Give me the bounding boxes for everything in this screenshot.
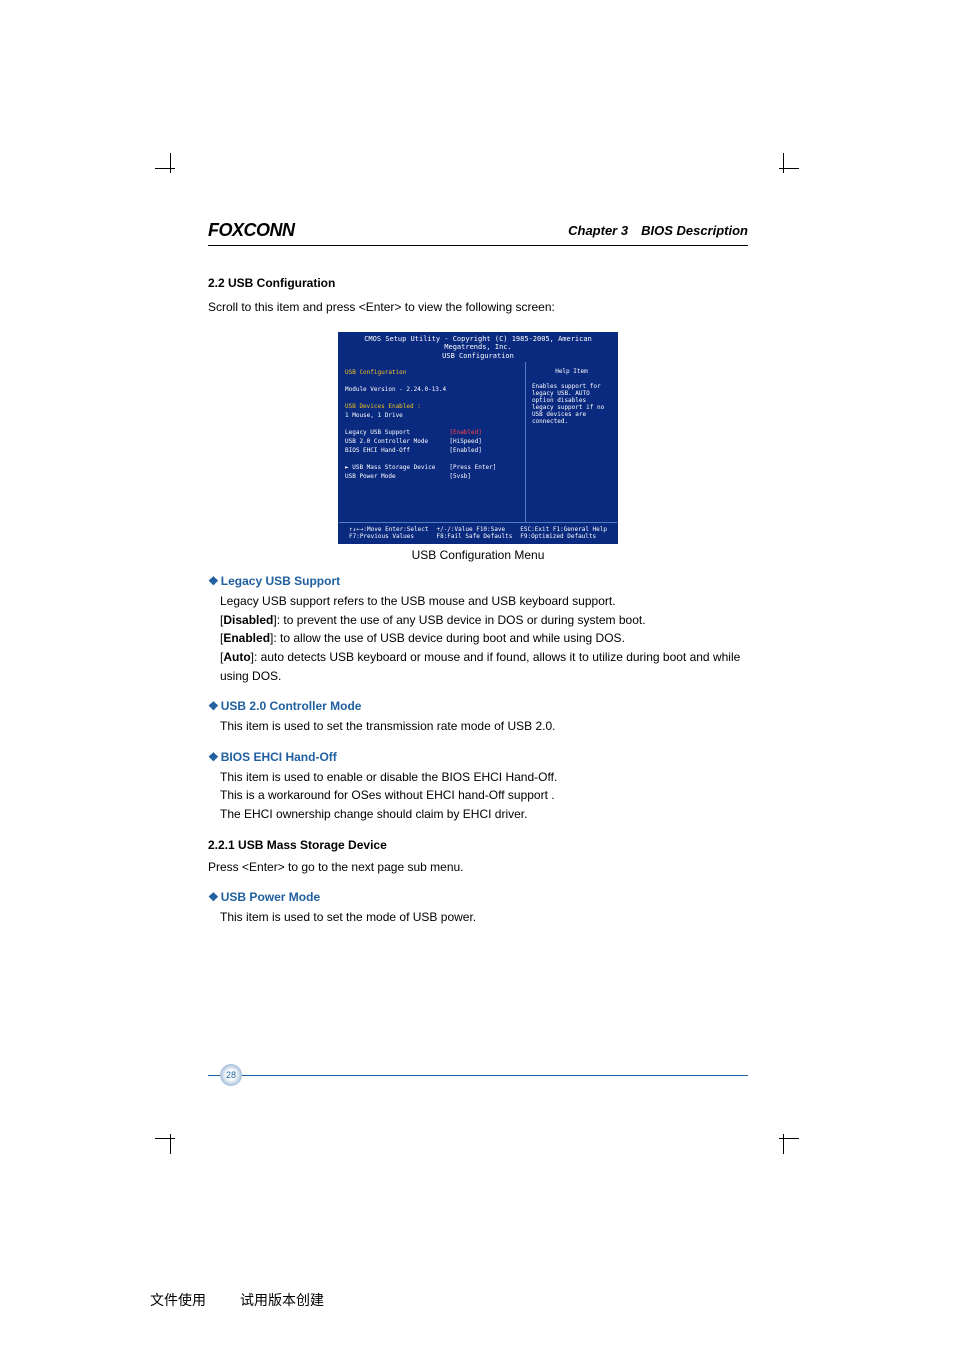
bullet-power: ❖USB Power Mode This item is used to set…	[208, 890, 748, 927]
bios-key: F1:General Help	[553, 526, 607, 533]
footer-rule	[208, 1075, 748, 1076]
bullet-title: ❖USB Power Mode	[208, 890, 748, 904]
bios-value: [Enabled]	[449, 428, 519, 437]
bios-devices-value: 1 Mouse, 1 Drive	[345, 411, 519, 420]
bios-key: Enter:Select	[385, 526, 428, 533]
chapter-title: Chapter 3 BIOS Description	[568, 223, 748, 238]
bios-module-version: Module Version - 2.24.0-13.4	[345, 385, 519, 394]
footer-left: 文件使用	[150, 1290, 206, 1310]
bios-label: BIOS EHCI Hand-Off	[345, 446, 449, 455]
bios-key: +/-/:Value	[436, 526, 472, 533]
crop-mark	[769, 153, 799, 183]
bios-label: ► USB Mass Storage Device	[345, 463, 449, 472]
bullet-legacy: ❖Legacy USB Support Legacy USB support r…	[208, 574, 748, 685]
text: This item is used to enable or disable t…	[220, 770, 557, 784]
bios-help-text: Enables support for legacy USB. AUTO opt…	[532, 383, 611, 425]
bios-row: ► USB Mass Storage Device [Press Enter]	[345, 463, 519, 472]
bullet-title-text: Legacy USB Support	[221, 574, 340, 588]
bullet-title-text: BIOS EHCI Hand-Off	[221, 750, 337, 764]
section-intro: Scroll to this item and press <Enter> to…	[208, 298, 748, 316]
bullet-body: This item is used to enable or disable t…	[220, 768, 748, 824]
bullet-title: ❖BIOS EHCI Hand-Off	[208, 750, 748, 764]
text: ]: auto detects USB keyboard or mouse an…	[220, 650, 740, 683]
text: ]: to allow the use of USB device during…	[270, 631, 625, 645]
bios-help-panel: Help Item Enables support for legacy USB…	[526, 362, 617, 522]
diamond-icon: ❖	[208, 699, 219, 713]
bios-caption: USB Configuration Menu	[208, 548, 748, 562]
section-title: 2.2 USB Configuration	[208, 276, 748, 290]
crop-mark	[155, 1124, 185, 1154]
diamond-icon: ❖	[208, 574, 219, 588]
bios-body: USB Configuration Module Version - 2.24.…	[339, 362, 617, 522]
diamond-icon: ❖	[208, 750, 219, 764]
bios-row: BIOS EHCI Hand-Off [Enabled]	[345, 446, 519, 455]
sub-section-title: 2.2.1 USB Mass Storage Device	[208, 838, 748, 852]
bullet-mass-storage: 2.2.1 USB Mass Storage Device Press <Ent…	[208, 838, 748, 876]
bullet-body: This item is used to set the transmissio…	[220, 717, 748, 736]
footer-right: 试用版本创建	[240, 1290, 324, 1310]
sub-section-text: Press <Enter> to go to the next page sub…	[208, 858, 748, 876]
bios-label: Legacy USB Support	[345, 428, 449, 437]
bullet-body: This item is used to set the mode of USB…	[220, 908, 748, 927]
bios-title-2: USB Configuration	[341, 352, 615, 360]
page-content: FOXCONN Chapter 3 BIOS Description 2.2 U…	[208, 220, 748, 940]
bios-row: Legacy USB Support [Enabled]	[345, 428, 519, 437]
bios-row: USB 2.0 Controller Mode [HiSpeed]	[345, 437, 519, 446]
bios-value: [Press Enter]	[449, 463, 519, 472]
logo: FOXCONN	[208, 220, 295, 241]
crop-mark	[769, 1124, 799, 1154]
bios-key: ↑↓←→:Move	[349, 526, 382, 533]
bullet-ehci: ❖BIOS EHCI Hand-Off This item is used to…	[208, 750, 748, 824]
bios-key: F7:Previous Values	[349, 533, 429, 540]
bios-value: [HiSpeed]	[449, 437, 519, 446]
bullet-title: ❖USB 2.0 Controller Mode	[208, 699, 748, 713]
text: Legacy USB support refers to the USB mou…	[220, 594, 616, 608]
bold: Enabled	[223, 631, 270, 645]
bullet-body: Legacy USB support refers to the USB mou…	[220, 592, 748, 685]
bios-key: F9:Optimized Defaults	[520, 533, 607, 540]
page-number: 28	[220, 1064, 242, 1086]
bios-key: F10:Save	[476, 526, 505, 533]
bullet-title-text: USB 2.0 Controller Mode	[221, 699, 362, 713]
bios-key: ESC:Exit	[520, 526, 549, 533]
bios-left-header: USB Configuration	[345, 368, 519, 377]
text: This is a workaround for OSes without EH…	[220, 788, 555, 802]
bios-left-panel: USB Configuration Module Version - 2.24.…	[339, 362, 526, 522]
bullet-title-text: USB Power Mode	[221, 890, 320, 904]
page-header: FOXCONN Chapter 3 BIOS Description	[208, 220, 748, 246]
diamond-icon: ❖	[208, 890, 219, 904]
text: ]: to prevent the use of any USB device …	[273, 613, 645, 627]
crop-mark	[155, 153, 185, 183]
bios-label: USB 2.0 Controller Mode	[345, 437, 449, 446]
bios-key: F8:Fail Safe Defaults	[436, 533, 512, 540]
bold: Auto	[223, 650, 250, 664]
bullet-title: ❖Legacy USB Support	[208, 574, 748, 588]
text: The EHCI ownership change should claim b…	[220, 807, 527, 821]
bios-value: [Enabled]	[449, 446, 519, 455]
bullet-usb20: ❖USB 2.0 Controller Mode This item is us…	[208, 699, 748, 736]
bios-title-1: CMOS Setup Utility - Copyright (C) 1985-…	[341, 335, 615, 352]
bios-help-title: Help Item	[532, 368, 611, 375]
bios-devices-label: USB Devices Enabled :	[345, 402, 519, 411]
bios-row: USB Power Mode [5vsb]	[345, 472, 519, 481]
bios-screenshot: CMOS Setup Utility - Copyright (C) 1985-…	[338, 332, 618, 544]
bios-value: [5vsb]	[449, 472, 519, 481]
bios-footer: ↑↓←→:Move Enter:Select F7:Previous Value…	[339, 522, 617, 543]
bold: Disabled	[223, 613, 273, 627]
bios-header: CMOS Setup Utility - Copyright (C) 1985-…	[339, 333, 617, 362]
bios-label: USB Power Mode	[345, 472, 449, 481]
